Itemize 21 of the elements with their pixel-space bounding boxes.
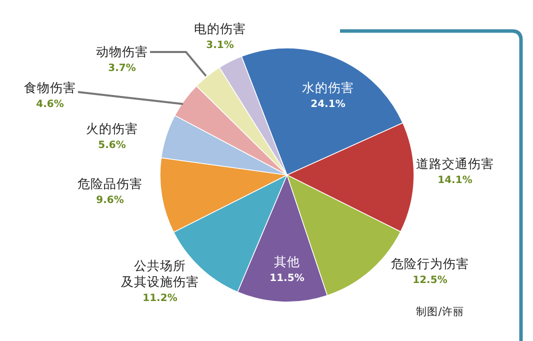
data-label: 24.1% [310,99,346,110]
slice-label: 危险行为伤害 [391,256,469,271]
text: 制图/许丽 [416,305,464,318]
slice-label: 公共场所及其设施伤害 [121,258,199,289]
slice-label: 食物伤害 [24,80,76,95]
data-label: 4.6% [36,99,64,110]
slice-label: 电的伤害 [194,21,246,36]
slice-label: 其他 [274,254,300,269]
data-label: 14.1% [438,175,472,186]
data-label: 11.2% [142,293,178,304]
slice-label: 火的伤害 [86,121,138,136]
slice-label: 动物伤害 [96,44,148,59]
data-label: 3.1% [206,40,234,51]
data-label: 5.6% [98,140,126,151]
data-label: 12.5% [412,275,448,286]
data-label: 11.5% [270,273,304,284]
slice-label: 水的伤害 [302,80,354,95]
data-label: 3.7% [108,63,136,74]
slice-label: 危险品伤害 [78,176,142,191]
data-label: 9.6% [96,195,124,206]
slice-label: 道路交通伤害 [416,156,494,171]
